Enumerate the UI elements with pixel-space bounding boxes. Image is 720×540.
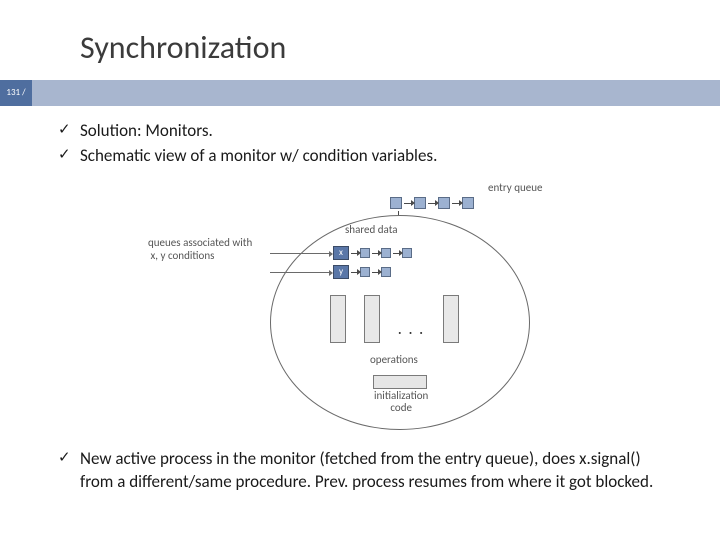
queue-head-x: x bbox=[333, 246, 349, 260]
connector-line bbox=[270, 272, 330, 273]
operation-bar-icon bbox=[443, 295, 459, 343]
arrow-icon bbox=[452, 203, 460, 204]
page-number-badge: 131 / 123 bbox=[0, 80, 32, 106]
arrow-icon bbox=[393, 253, 400, 254]
entry-queue bbox=[390, 197, 474, 209]
monitor-diagram: entry queue shared data queues associate… bbox=[130, 175, 590, 435]
queue-node-icon bbox=[462, 197, 474, 209]
operation-bar-icon bbox=[364, 295, 380, 343]
queue-node-icon bbox=[381, 267, 391, 277]
arrow-icon bbox=[351, 272, 358, 273]
slide: Synchronization 131 / 123 Solution: Moni… bbox=[0, 0, 720, 540]
bullet-item: New active process in the monitor (fetch… bbox=[58, 448, 658, 494]
title-band bbox=[32, 80, 720, 106]
entry-queue-label: entry queue bbox=[488, 181, 542, 194]
operations-label: operations bbox=[370, 353, 418, 366]
queue-head-y: y bbox=[333, 265, 349, 279]
bullet-list-top: Solution: Monitors. Schematic view of a … bbox=[58, 120, 658, 170]
queue-node-icon bbox=[414, 197, 426, 209]
bullet-item: Solution: Monitors. bbox=[58, 120, 658, 143]
queue-node-icon bbox=[438, 197, 450, 209]
arrow-icon bbox=[404, 203, 412, 204]
condition-queue-y: y bbox=[333, 265, 391, 279]
arrow-icon bbox=[372, 272, 379, 273]
arrow-icon bbox=[428, 203, 436, 204]
condition-queue-x: x bbox=[333, 246, 412, 260]
shared-data-label: shared data bbox=[345, 223, 398, 236]
ellipsis-icon: · · · bbox=[398, 324, 425, 343]
operations-region: · · · bbox=[330, 295, 459, 343]
queue-node-icon bbox=[402, 248, 412, 258]
init-code-box bbox=[373, 375, 427, 389]
queue-node-icon bbox=[360, 267, 370, 277]
page-title: Synchronization bbox=[80, 28, 286, 67]
init-code-label: initialization code bbox=[374, 390, 428, 414]
arrow-icon bbox=[372, 253, 379, 254]
queue-node-icon bbox=[390, 197, 402, 209]
arrow-icon bbox=[351, 253, 358, 254]
condition-queues-label: queues associated with x, y conditions bbox=[148, 237, 268, 262]
queue-node-icon bbox=[360, 248, 370, 258]
connector-line bbox=[270, 253, 330, 254]
bullet-item: Schematic view of a monitor w/ condition… bbox=[58, 145, 658, 168]
queue-node-icon bbox=[381, 248, 391, 258]
operation-bar-icon bbox=[330, 295, 346, 343]
bullet-list-bottom: New active process in the monitor (fetch… bbox=[58, 448, 658, 496]
